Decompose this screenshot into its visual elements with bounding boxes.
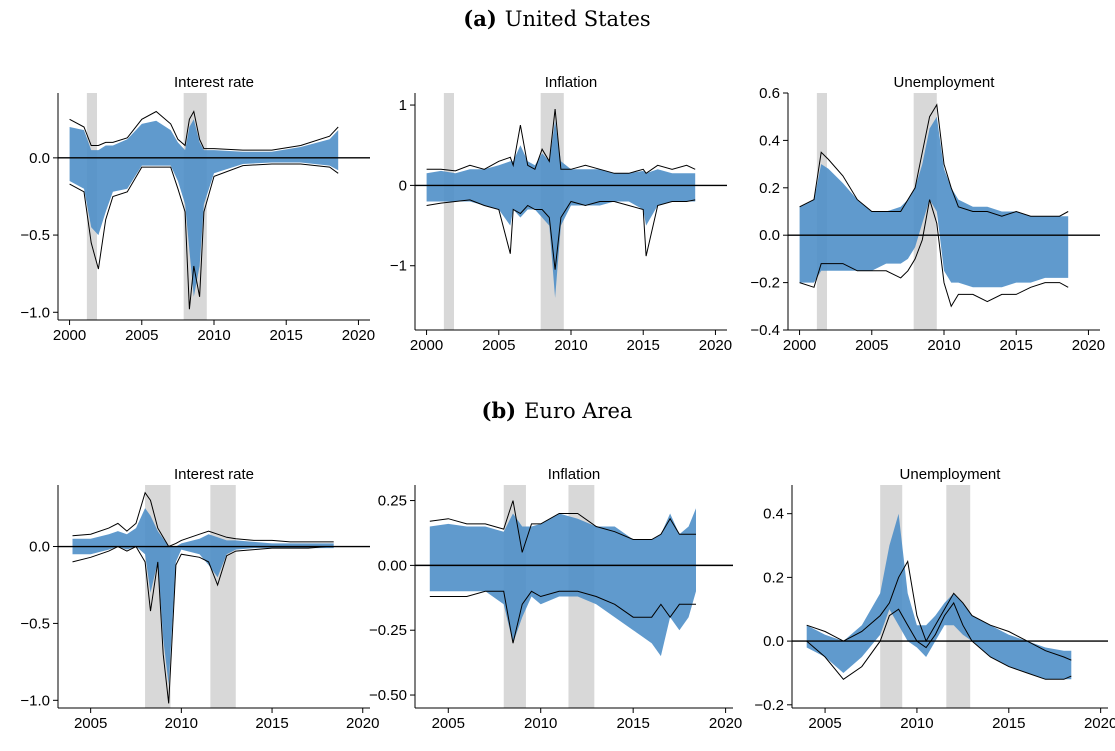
x-tick-label: 2015 — [992, 715, 1025, 732]
x-tick-label: 2005 — [432, 715, 465, 732]
x-tick-label: 2015 — [270, 327, 303, 344]
plot-area — [426, 93, 696, 330]
plot-area — [69, 93, 339, 320]
x-tick-label: 2005 — [125, 327, 158, 344]
recession-shade — [210, 485, 236, 708]
x-tick-label: 2005 — [855, 337, 888, 354]
x-tick-label: 2020 — [709, 715, 742, 732]
plot-area — [799, 93, 1069, 330]
y-tick-label: 0.6 — [759, 85, 780, 102]
y-tick-label: −1.0 — [20, 304, 50, 321]
chart-title: Unemployment — [900, 466, 1002, 483]
plot-area — [72, 485, 334, 708]
bound-line — [72, 545, 334, 704]
x-tick-label: 2000 — [783, 337, 816, 354]
bound-line — [799, 199, 1069, 308]
charts: 2000 2005 2010 2015 2020 −1.0 −0.5 0.0 Interest … — [20, 74, 1115, 732]
y-tick-label: 0.2 — [763, 569, 784, 586]
x-tick-label: 2015 — [616, 715, 649, 732]
bound-line — [69, 163, 339, 310]
bound-line — [426, 109, 696, 174]
credible-band — [799, 116, 1069, 288]
bound-line — [806, 560, 1072, 661]
x-tick-label: 2010 — [927, 337, 960, 354]
x-tick-label: 2005 — [482, 337, 515, 354]
x-tick-label: 2010 — [197, 327, 230, 344]
y-tick-label: 0.0 — [763, 633, 784, 650]
chart-title: Inflation — [545, 74, 598, 91]
x-tick-label: 2015 — [255, 715, 288, 732]
y-tick-label: 0.4 — [763, 506, 784, 523]
chart-5: 2005 2010 2015 2020 −0.2 0.0 0.2 0.4 Unemploymen… — [754, 466, 1115, 732]
plot-area — [429, 485, 696, 708]
x-tick-label: 2020 — [699, 337, 732, 354]
chart-title: Interest rate — [174, 74, 254, 91]
chart-1: 2000 2005 2010 2015 2020 −1 0 1 Inflation — [390, 74, 732, 354]
y-tick-label: 0.25 — [378, 493, 407, 510]
y-tick-label: 0 — [399, 177, 407, 194]
y-tick-label: −0.5 — [20, 227, 50, 244]
x-tick-label: 2020 — [342, 327, 375, 344]
x-tick-label: 2010 — [554, 337, 587, 354]
x-tick-label: 2010 — [900, 715, 933, 732]
y-tick-label: −0.4 — [750, 322, 780, 339]
x-tick-label: 2000 — [53, 327, 86, 344]
y-tick-label: −0.2 — [750, 275, 780, 292]
bound-line — [429, 500, 696, 553]
credible-band — [426, 121, 696, 298]
chart-3: 2005 2010 2015 2020 −1.0 −0.5 0.0 Interest rate — [20, 466, 379, 732]
recession-shade — [443, 93, 454, 330]
y-tick-label: −1 — [390, 258, 407, 275]
y-tick-label: −0.50 — [369, 687, 407, 704]
y-tick-label: −0.5 — [20, 615, 50, 632]
x-tick-label: 2005 — [808, 715, 841, 732]
credible-band — [72, 508, 334, 685]
plot-area — [806, 485, 1072, 708]
y-tick-label: 0.0 — [29, 150, 50, 167]
bound-line — [426, 199, 696, 270]
bound-line — [69, 110, 339, 151]
x-tick-label: 2000 — [410, 337, 443, 354]
y-tick-label: 0.0 — [759, 227, 780, 244]
bound-line — [429, 590, 696, 644]
x-tick-label: 2020 — [1084, 715, 1115, 732]
y-tick-label: −0.25 — [369, 622, 407, 639]
y-tick-label: −1.0 — [20, 692, 50, 709]
x-tick-label: 2010 — [524, 715, 557, 732]
y-tick-label: 0.2 — [759, 180, 780, 197]
x-tick-label: 2015 — [627, 337, 660, 354]
bound-line — [72, 491, 334, 548]
chart-4: 2005 2010 2015 2020 −0.50 −0.25 0.00 0.25 Inflat… — [369, 466, 742, 732]
chart-title: Unemployment — [894, 74, 996, 91]
y-tick-label: 0.00 — [378, 557, 407, 574]
x-tick-label: 2020 — [1072, 337, 1105, 354]
y-tick-label: −0.2 — [754, 697, 784, 714]
chart-2: 2000 2005 2010 2015 2020 −0.4 −0.2 0.0 0.2 0.4 0.6… — [750, 74, 1105, 354]
credible-band — [69, 119, 339, 297]
y-tick-label: 0.4 — [759, 132, 780, 149]
credible-band — [429, 508, 696, 657]
recession-shade — [946, 485, 971, 708]
x-tick-label: 2005 — [74, 715, 107, 732]
x-tick-label: 2010 — [165, 715, 198, 732]
bound-line — [806, 601, 1072, 680]
x-tick-label: 2020 — [346, 715, 379, 732]
x-tick-label: 2015 — [1000, 337, 1033, 354]
credible-band — [806, 513, 1072, 680]
chart-title: Interest rate — [174, 466, 254, 483]
chart-title: Inflation — [548, 466, 601, 483]
panel-title-b: (b) Euro Area — [482, 398, 633, 423]
chart-0: 2000 2005 2010 2015 2020 −1.0 −0.5 0.0 Interest … — [20, 74, 375, 344]
panel-title-a: (a) United States — [463, 6, 650, 31]
y-tick-label: 1 — [399, 97, 407, 114]
bound-line — [799, 103, 1069, 217]
y-tick-label: 0.0 — [29, 539, 50, 556]
